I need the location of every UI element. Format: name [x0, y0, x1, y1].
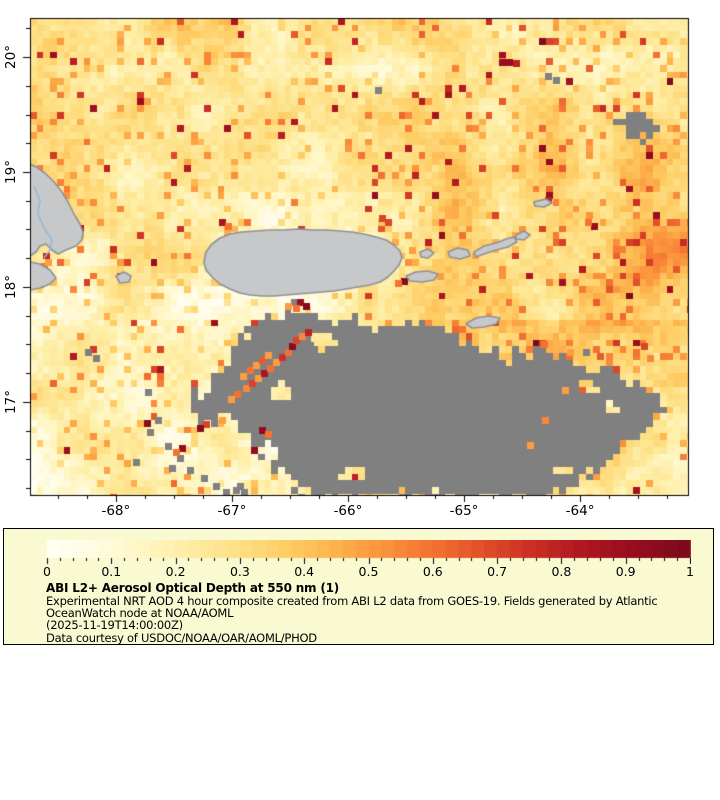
y-tick-label: 18°: [3, 274, 19, 299]
x-tick-label: -65°: [449, 503, 479, 519]
legend-panel: 0 0.1 0.2 0.3 0.4 0.5 0.6 0.7 0.8 0.9 1 ABI L2+ Ae…: [3, 528, 714, 645]
y-tick-label: 20°: [3, 45, 19, 70]
colorbar-tick-label: 0.5: [358, 564, 379, 579]
colorbar-tick-label: 0.1: [101, 564, 122, 579]
colorbar: [46, 540, 691, 565]
y-tick-label: 19°: [3, 160, 19, 184]
map-plot-area: -68° -67° -66° -65° -64° 20° 19° 18° 17°: [0, 0, 720, 522]
colorbar-tick-label: 0.7: [487, 564, 508, 579]
x-tick-label: -66°: [333, 503, 363, 519]
colorbar-tick-label: 0.8: [551, 564, 572, 579]
colorbar-tick-label: 0.3: [229, 564, 250, 579]
colorbar-tick-label: 1: [686, 564, 694, 579]
colorbar-tick-label: 0.2: [165, 564, 186, 579]
colorbar-tick-label: 0.9: [615, 564, 636, 579]
legend-line-2: OceanWatch node at NOAA/AOML: [46, 606, 234, 621]
x-tick-label: -64°: [565, 503, 595, 519]
x-tick-label: -67°: [217, 503, 247, 519]
colorbar-tick-label: 0.4: [294, 564, 315, 579]
legend-title: ABI L2+ Aerosol Optical Depth at 550 nm …: [46, 581, 340, 595]
legend-line-3: (2025-11-19T14:00:00Z): [46, 618, 183, 633]
aod-heatmap-canvas: [0, 0, 720, 522]
y-tick-label: 17°: [3, 389, 19, 414]
colorbar-tick-label: 0.6: [422, 564, 443, 579]
legend-line-1: Experimental NRT AOD 4 hour composite cr…: [46, 594, 658, 608]
x-tick-label: -68°: [101, 503, 131, 519]
legend-line-4: Data courtesy of USDOC/NOAA/OAR/AOML/PHO…: [46, 630, 317, 645]
legend-text-block: ABI L2+ Aerosol Optical Depth at 550 nm …: [46, 581, 703, 644]
colorbar-tick-label: 0: [43, 564, 51, 579]
